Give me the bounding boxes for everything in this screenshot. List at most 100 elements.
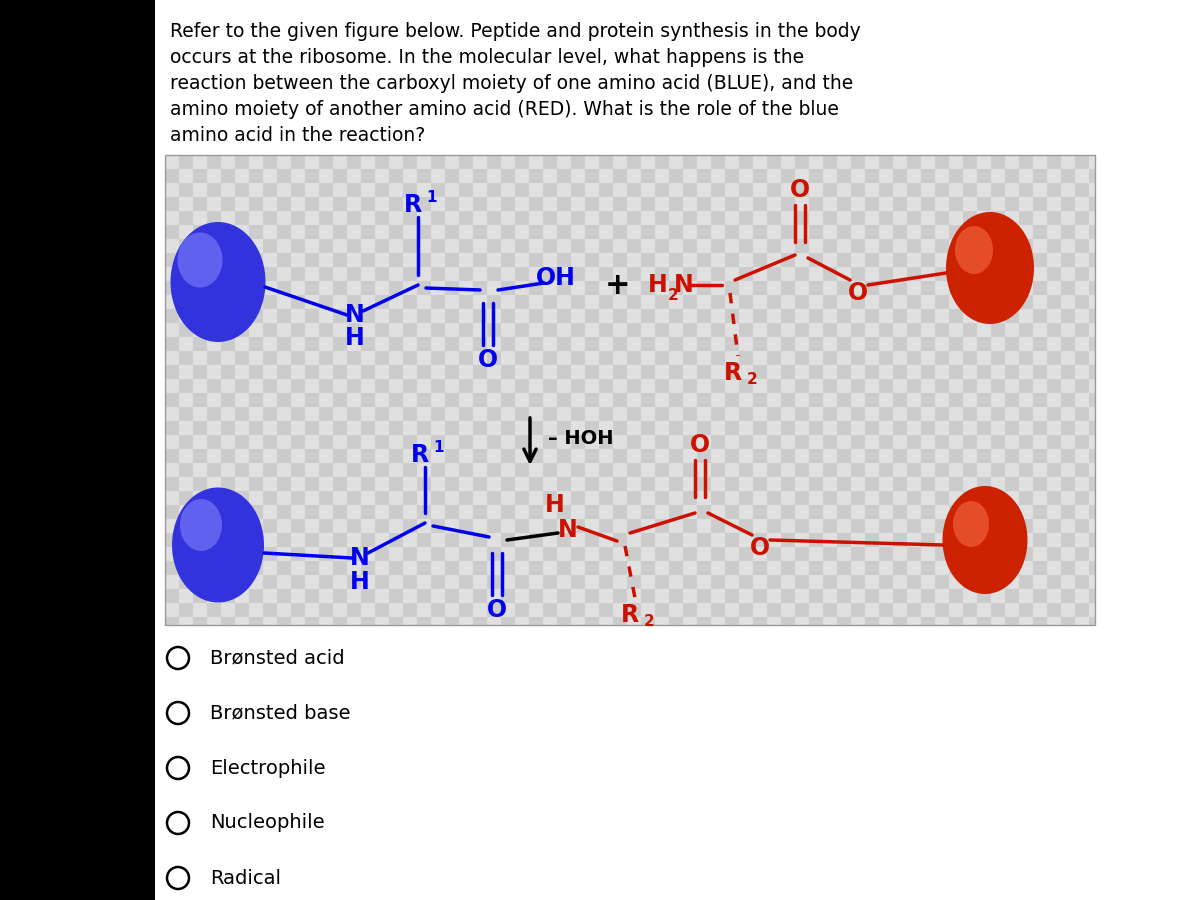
Bar — [263, 365, 277, 379]
Bar — [277, 547, 292, 561]
Bar — [655, 393, 670, 407]
Bar — [1061, 505, 1075, 519]
Bar — [767, 561, 781, 575]
Bar — [922, 253, 935, 267]
Bar — [1090, 421, 1096, 435]
Bar — [865, 365, 878, 379]
Bar — [907, 449, 922, 463]
Bar — [641, 617, 655, 625]
Bar — [1090, 435, 1096, 449]
Bar — [208, 295, 221, 309]
Bar — [473, 211, 487, 225]
Bar — [809, 477, 823, 491]
Bar — [1033, 155, 1046, 169]
Bar — [1075, 183, 1090, 197]
Bar — [431, 225, 445, 239]
Bar — [361, 169, 374, 183]
Bar — [334, 169, 347, 183]
Bar — [613, 239, 628, 253]
Bar — [193, 505, 208, 519]
Bar — [613, 505, 628, 519]
Bar — [796, 351, 809, 365]
Bar — [586, 169, 599, 183]
Bar — [754, 617, 767, 625]
Bar — [739, 239, 754, 253]
Bar — [529, 239, 542, 253]
Bar — [796, 589, 809, 603]
Bar — [697, 351, 710, 365]
Bar — [431, 477, 445, 491]
Bar — [1090, 281, 1096, 295]
Bar — [838, 477, 851, 491]
Bar — [586, 239, 599, 253]
Bar — [922, 407, 935, 421]
Bar — [767, 519, 781, 533]
Bar — [922, 491, 935, 505]
Bar — [389, 575, 403, 589]
Bar — [838, 603, 851, 617]
Bar — [1061, 295, 1075, 309]
Bar — [502, 281, 515, 295]
Bar — [823, 393, 838, 407]
Bar — [1033, 463, 1046, 477]
Bar — [347, 575, 361, 589]
Bar — [838, 393, 851, 407]
Bar — [725, 253, 739, 267]
Bar — [670, 365, 683, 379]
Bar — [865, 211, 878, 225]
Bar — [922, 533, 935, 547]
Bar — [305, 533, 319, 547]
Bar — [445, 365, 458, 379]
Bar — [823, 463, 838, 477]
Bar — [403, 477, 418, 491]
Bar — [319, 281, 334, 295]
Bar — [1033, 505, 1046, 519]
Bar — [193, 309, 208, 323]
Bar — [529, 337, 542, 351]
Bar — [964, 449, 977, 463]
Bar — [208, 393, 221, 407]
Bar — [878, 225, 893, 239]
Bar — [374, 225, 389, 239]
Bar — [628, 281, 641, 295]
Bar — [893, 337, 907, 351]
Bar — [710, 421, 725, 435]
Bar — [221, 477, 235, 491]
Bar — [389, 477, 403, 491]
Bar — [683, 477, 697, 491]
Bar — [1006, 547, 1019, 561]
Bar — [964, 617, 977, 625]
Bar — [865, 449, 878, 463]
Bar — [922, 505, 935, 519]
Bar — [697, 309, 710, 323]
Bar — [1006, 421, 1019, 435]
Bar — [418, 561, 431, 575]
Bar — [922, 169, 935, 183]
Text: Refer to the given figure below. Peptide and protein synthesis in the body: Refer to the given figure below. Peptide… — [170, 22, 860, 41]
Bar — [838, 519, 851, 533]
Bar — [458, 267, 473, 281]
Bar — [796, 225, 809, 239]
Bar — [670, 575, 683, 589]
Bar — [628, 267, 641, 281]
Bar — [529, 421, 542, 435]
Bar — [586, 547, 599, 561]
Bar — [599, 407, 613, 421]
Bar — [403, 169, 418, 183]
Bar — [851, 183, 865, 197]
Bar — [250, 449, 263, 463]
Bar — [613, 379, 628, 393]
Bar — [374, 281, 389, 295]
Bar — [683, 393, 697, 407]
Bar — [809, 519, 823, 533]
Bar — [683, 365, 697, 379]
Bar — [641, 589, 655, 603]
Bar — [586, 477, 599, 491]
Bar — [166, 169, 179, 183]
Bar — [683, 449, 697, 463]
Bar — [586, 561, 599, 575]
Bar — [1061, 197, 1075, 211]
Bar — [418, 603, 431, 617]
Bar — [166, 589, 179, 603]
Bar — [542, 155, 557, 169]
